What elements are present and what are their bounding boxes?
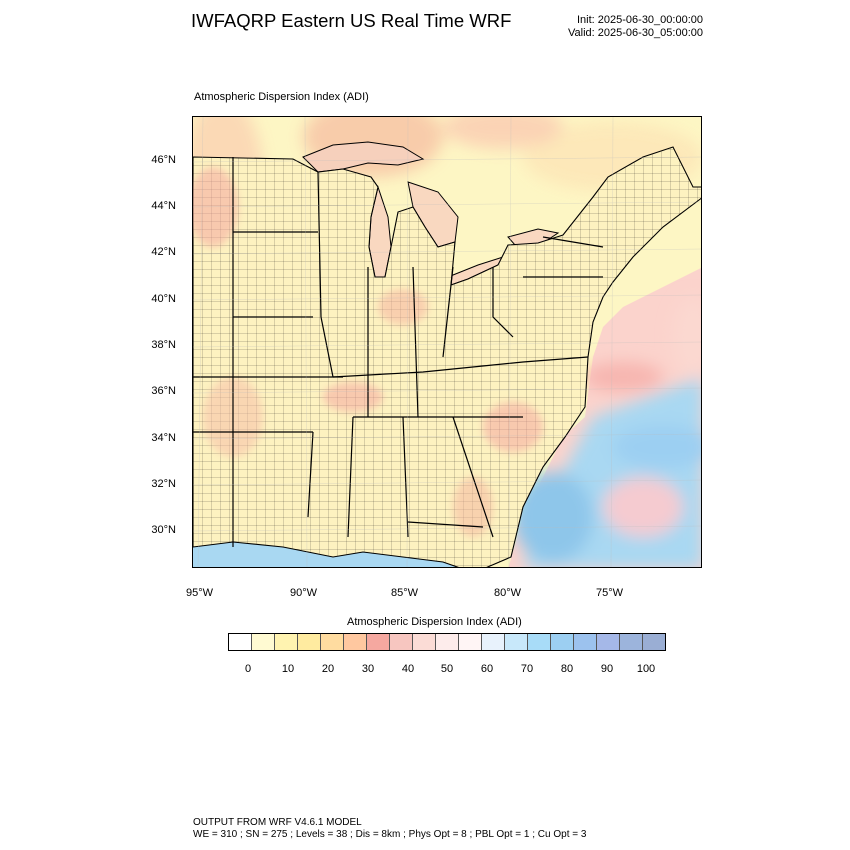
colorbar-swatch [321,634,344,650]
state-boundaries [193,157,604,547]
init-time: Init: 2025-06-30_00:00:00 [577,14,703,26]
colorbar-tick: 20 [321,663,335,675]
colorbar-swatch [229,634,252,650]
map-panel [192,116,702,568]
colorbar-tick: 0 [244,663,252,675]
lat-label-44: 44°N [151,200,176,212]
plot-title: Atmospheric Dispersion Index (ADI) [194,91,369,103]
colorbar-swatch [344,634,367,650]
lon-label-75: 75°W [596,587,624,599]
colorbar-tick: 40 [401,663,415,675]
lon-label-85: 85°W [391,587,419,599]
lon-label-80: 80°W [494,587,522,599]
colorbar-swatch [528,634,551,650]
lat-label-34: 34°N [151,432,176,444]
graticule [193,117,701,567]
colorbar-tick: 70 [520,663,534,675]
colorbar-tick: 10 [281,663,295,675]
adi-map [193,117,701,567]
colorbar-swatch [505,634,528,650]
lat-label-40: 40°N [151,293,176,305]
colorbar-swatch [551,634,574,650]
lat-label-30: 30°N [151,524,176,536]
footer-model: OUTPUT FROM WRF V4.6.1 MODEL [193,817,362,828]
colorbar-swatch [275,634,298,650]
colorbar-swatch [482,634,505,650]
footer-config: WE = 310 ; SN = 275 ; Levels = 38 ; Dis … [193,829,587,840]
colorbar-swatch [413,634,436,650]
gulf-of-mexico [193,542,458,567]
colorbar-tick: 80 [560,663,574,675]
lat-label-38: 38°N [151,339,176,351]
colorbar-tick: 100 [636,663,656,675]
colorbar-swatch [597,634,620,650]
colorbar-swatch [298,634,321,650]
colorbar-swatch [252,634,275,650]
colorbar-swatch [436,634,459,650]
colorbar-swatch [390,634,413,650]
lat-label-32: 32°N [151,478,176,490]
colorbar-swatch [643,634,665,650]
colorbar-tick: 90 [600,663,614,675]
main-title: IWFAQRP Eastern US Real Time WRF [191,10,512,31]
colorbar-tick: 60 [480,663,494,675]
lat-label-42: 42°N [151,246,176,258]
lat-label-36: 36°N [151,385,176,397]
colorbar-title: Atmospheric Dispersion Index (ADI) [347,616,522,628]
lon-label-95: 95°W [186,587,214,599]
colorbar-tick: 50 [440,663,454,675]
colorbar [228,633,666,651]
lon-label-90: 90°W [290,587,318,599]
colorbar-swatch [574,634,597,650]
colorbar-tick: 30 [361,663,375,675]
colorbar-swatch [459,634,482,650]
lat-label-46: 46°N [151,154,176,166]
colorbar-swatch [367,634,390,650]
valid-time: Valid: 2025-06-30_05:00:00 [568,27,703,39]
colorbar-swatch [620,634,643,650]
